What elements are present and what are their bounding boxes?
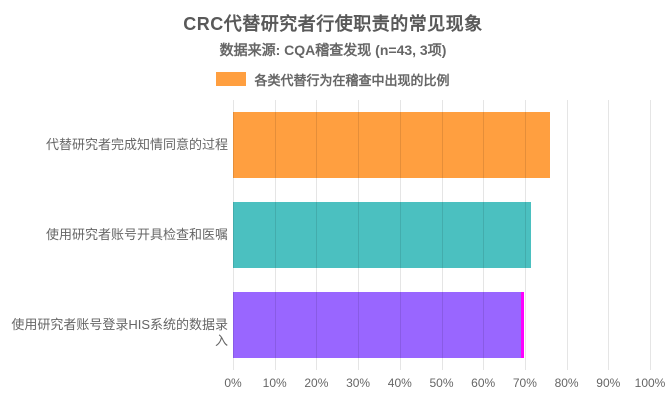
x-tick-label: 70%: [512, 376, 537, 390]
legend-label: 各类代替行为在稽查中出现的比例: [254, 72, 450, 88]
gridline: [650, 100, 651, 370]
x-tick-label: 60%: [471, 376, 496, 390]
x-tick-label: 30%: [346, 376, 371, 390]
gridline: [233, 100, 234, 370]
plot-area: [233, 100, 651, 370]
gridline: [566, 100, 568, 370]
x-tick-label: 50%: [429, 376, 454, 390]
chart-subtitle: 数据来源: CQA稽查发现 (n=43, 3项): [219, 42, 447, 58]
category-label: 使用研究者账号开具检查和医嘱: [45, 227, 228, 242]
gridline: [524, 100, 526, 370]
x-tick-label: 90%: [596, 376, 621, 390]
gridline: [316, 100, 318, 370]
legend[interactable]: 各类代替行为在稽查中出现的比例: [0, 70, 666, 88]
chart-title: CRC代替研究者行使职责的常见现象: [183, 14, 483, 34]
x-tick-label: 10%: [262, 376, 287, 390]
gridline: [274, 100, 276, 370]
gridline: [358, 100, 360, 370]
x-tick-label: 0%: [224, 376, 242, 390]
bar: [233, 292, 524, 358]
category-label: 代替研究者完成知情同意的过程: [45, 137, 228, 152]
gridline: [441, 100, 443, 370]
x-tick-label: 80%: [554, 376, 579, 390]
gridline: [483, 100, 485, 370]
x-tick-label: 20%: [304, 376, 329, 390]
category-label: 使用研究者账号登录HIS系统的数据录入: [11, 317, 228, 348]
bar: [233, 202, 532, 268]
bar: [233, 112, 550, 178]
gridline: [608, 100, 610, 370]
x-tick-label: 40%: [387, 376, 412, 390]
gridline: [399, 100, 401, 370]
legend-swatch-icon: [216, 72, 247, 86]
x-tick-label: 100%: [634, 376, 666, 390]
